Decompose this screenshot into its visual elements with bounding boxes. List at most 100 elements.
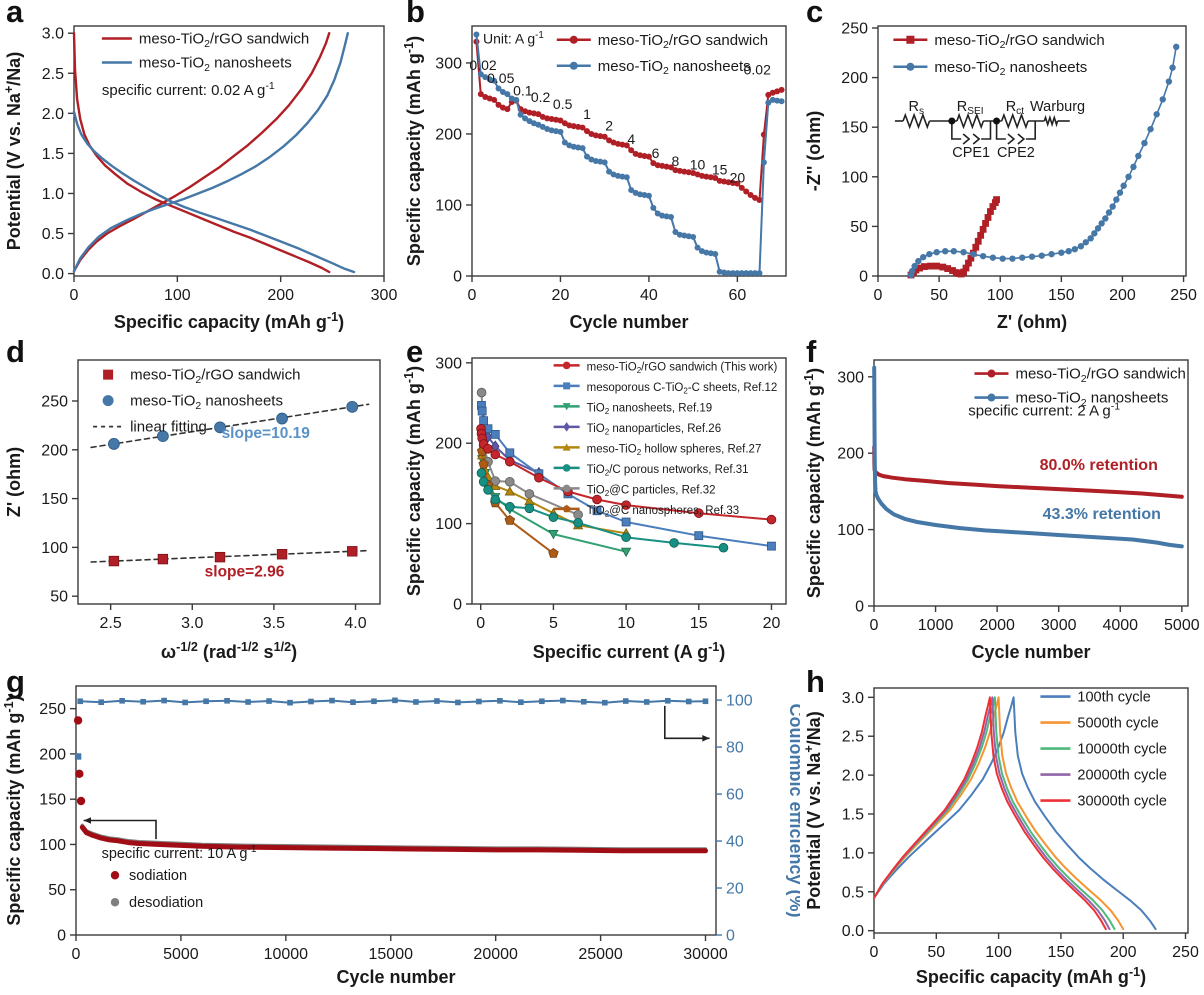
svg-text:100: 100 (837, 522, 864, 539)
svg-text:Specific current (A g-1): Specific current (A g-1) (533, 640, 726, 662)
svg-text:meso-TiO2/rGO sandwich: meso-TiO2/rGO sandwich (1015, 366, 1185, 385)
svg-text:CPE2: CPE2 (997, 145, 1035, 161)
svg-text:CPE1: CPE1 (952, 145, 990, 161)
svg-text:Specific capacity (mAh g-1): Specific capacity (mAh g-1) (114, 310, 344, 332)
svg-text:60: 60 (726, 787, 744, 804)
chart-svg-f: 0 1000 2000 3000 4000 5000 0 100 200 300 Cycle num… (802, 359, 1200, 662)
svg-text:150: 150 (1048, 287, 1075, 304)
svg-text:300: 300 (371, 287, 398, 304)
svg-text:2.5: 2.5 (42, 66, 64, 83)
chart-e: 0 5 10 15 20 0 100 200 300 Specific current (A g-… (400, 340, 800, 670)
svg-text:300: 300 (837, 369, 864, 386)
svg-text:Z' (ohm): Z' (ohm) (997, 312, 1067, 332)
svg-text:20000th cycle: 20000th cycle (1077, 768, 1166, 784)
svg-text:250: 250 (39, 701, 66, 718)
svg-text:0: 0 (453, 597, 462, 614)
svg-text:Cycle number: Cycle number (336, 967, 455, 987)
svg-text:meso-TiO2 nanosheets: meso-TiO2 nanosheets (139, 55, 292, 74)
svg-text:meso-TiO2/rGO sandwich: meso-TiO2/rGO sandwich (598, 32, 768, 51)
svg-text:Specific capacity (mAh g-1): Specific capacity (mAh g-1) (916, 965, 1146, 987)
svg-text:meso-TiO2 nanosheets: meso-TiO2 nanosheets (934, 59, 1087, 78)
svg-text:0: 0 (726, 928, 735, 945)
svg-text:10: 10 (617, 615, 635, 632)
svg-text:0.02: 0.02 (744, 61, 771, 77)
chart-d: 2.5 3.0 3.5 4.0 50 100 150 200 250 ω-1/2 (rad-1/2… (0, 340, 400, 670)
chart-svg-c: 0 50 100 150 200 250 0 50 100 150 200 250 Z' (ohm) -Z… (804, 20, 1197, 332)
svg-text:100: 100 (39, 837, 66, 854)
svg-text:3.0: 3.0 (842, 690, 864, 707)
svg-text:150: 150 (841, 120, 868, 137)
svg-text:TiO2/C porous networks, Ref.31: TiO2/C porous networks, Ref.31 (587, 464, 749, 478)
svg-text:250: 250 (1170, 287, 1197, 304)
svg-text:specific current: 10 A g-1: specific current: 10 A g-1 (102, 844, 257, 862)
chart-svg-h: 0 50 100 150 200 250 0.0 0.5 1.0 1.5 2.0 2.5 3.0 Spec… (802, 687, 1199, 987)
svg-text:1.5: 1.5 (842, 807, 864, 824)
chart-svg-b: 0 20 40 60 0 100 200 300 Cycle number Specific ca… (402, 25, 787, 332)
chart-svg-d: 2.5 3.0 3.5 4.0 50 100 150 200 250 ω-1/2 (rad-1/2… (4, 359, 381, 662)
svg-text:0: 0 (72, 946, 81, 963)
svg-text:0.02: 0.02 (469, 57, 496, 73)
svg-text:50: 50 (930, 287, 948, 304)
svg-text:1.0: 1.0 (42, 186, 64, 203)
svg-text:100: 100 (164, 287, 191, 304)
svg-text:0: 0 (859, 269, 868, 286)
svg-text:20000: 20000 (473, 946, 518, 963)
svg-text:4000: 4000 (1102, 617, 1138, 634)
svg-text:4: 4 (627, 131, 635, 147)
svg-text:300: 300 (435, 355, 462, 372)
panel-letter-f: f (806, 334, 817, 369)
svg-text:100: 100 (985, 944, 1012, 961)
svg-text:2.0: 2.0 (842, 768, 864, 785)
svg-text:0.05: 0.05 (487, 70, 514, 86)
svg-text:0: 0 (70, 287, 79, 304)
svg-text:100: 100 (41, 540, 68, 557)
svg-text:10000: 10000 (264, 946, 309, 963)
svg-text:5: 5 (549, 615, 558, 632)
svg-text:20: 20 (726, 881, 744, 898)
svg-text:200: 200 (435, 126, 462, 143)
svg-text:3000: 3000 (1041, 617, 1077, 634)
svg-text:TiO2 nanoparticles, Ref.26: TiO2 nanoparticles, Ref.26 (587, 423, 721, 437)
svg-text:slope=2.96: slope=2.96 (205, 564, 285, 581)
svg-text:100th cycle: 100th cycle (1077, 690, 1150, 706)
svg-text:Warburg: Warburg (1030, 99, 1085, 115)
svg-text:0: 0 (57, 928, 66, 945)
svg-text:5000: 5000 (1164, 617, 1200, 634)
svg-text:0: 0 (870, 944, 879, 961)
svg-text:1000: 1000 (918, 617, 954, 634)
svg-text:40: 40 (640, 287, 658, 304)
svg-text:200: 200 (267, 287, 294, 304)
chart-svg-g: 0 5000 10000 15000 20000 25000 300000501001502… (2, 685, 800, 987)
svg-text:sodiation: sodiation (129, 868, 187, 884)
svg-text:100: 100 (987, 287, 1014, 304)
svg-text:0.5: 0.5 (42, 226, 64, 243)
panel-c: c 0 50 100 150 200 250 0 50 100 150 200 250 Z' (ohm)… (800, 0, 1204, 340)
svg-text:mesoporous C-TiO2-C sheets, Re: mesoporous C-TiO2-C sheets, Ref.12 (587, 382, 778, 396)
svg-text:2.5: 2.5 (842, 729, 864, 746)
panel-letter-c: c (806, 0, 824, 29)
panel-letter-e: e (406, 334, 424, 369)
svg-text:meso-TiO2/rGO sandwich: meso-TiO2/rGO sandwich (934, 32, 1104, 51)
svg-text:50: 50 (850, 219, 868, 236)
svg-text:1.5: 1.5 (42, 146, 64, 163)
panel-d: d 2.5 3.0 3.5 4.0 50 100 150 200 250 ω-1/2 (rad-1… (0, 334, 400, 670)
svg-text:300: 300 (435, 55, 462, 72)
svg-text:meso-TiO2 nanosheets: meso-TiO2 nanosheets (1015, 390, 1168, 409)
svg-text:meso-TiO2/rGO sandwich: meso-TiO2/rGO sandwich (139, 31, 309, 50)
svg-text:Unit: A g-1: Unit: A g-1 (483, 30, 544, 47)
svg-text:meso-TiO2/rGO sandwich: meso-TiO2/rGO sandwich (130, 367, 300, 386)
svg-text:50: 50 (927, 944, 945, 961)
svg-text:1.0: 1.0 (842, 845, 864, 862)
svg-text:2.5: 2.5 (100, 615, 122, 632)
svg-text:4.0: 4.0 (344, 615, 366, 632)
svg-text:10000th cycle: 10000th cycle (1077, 742, 1166, 758)
svg-text:meso-TiO2 hollow spheres, Ref.: meso-TiO2 hollow spheres, Ref.27 (587, 443, 762, 457)
panel-letter-d: d (6, 334, 25, 369)
svg-text:250: 250 (841, 20, 868, 37)
svg-text:Cycle number: Cycle number (569, 312, 688, 332)
svg-text:specific current: 2 A g-1: specific current: 2 A g-1 (968, 400, 1120, 419)
svg-text:0.0: 0.0 (842, 923, 864, 940)
svg-text:0: 0 (468, 287, 477, 304)
svg-text:Coulombic efficiency (%): Coulombic efficiency (%) (786, 703, 800, 917)
